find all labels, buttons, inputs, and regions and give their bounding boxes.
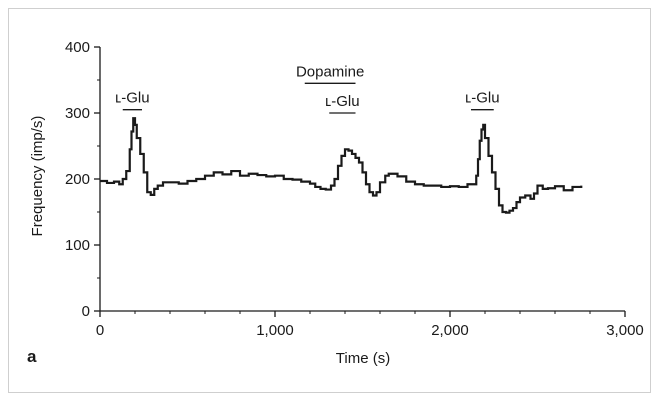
y-tick-label: 400 — [65, 39, 90, 56]
annotation-label: ʟ-Glu — [465, 90, 499, 107]
x-tick-label: 0 — [96, 322, 104, 339]
figure-frame — [8, 8, 651, 393]
annotations: ʟ-Glu Dopamine ʟ-Glu ʟ-Glu — [115, 63, 500, 114]
x-axis-title: Time (s) — [336, 350, 390, 367]
axes — [99, 47, 625, 312]
y-axis-title: Frequency (imp/s) — [29, 116, 46, 237]
annotation-label: Dopamine — [296, 63, 364, 80]
x-ticks: 0 1,000 2,000 3,000 — [96, 311, 644, 339]
series — [100, 117, 583, 214]
series-line — [100, 117, 583, 214]
annotation-label: ʟ-Glu — [325, 93, 359, 110]
y-tick-label: 100 — [65, 237, 90, 254]
x-tick-label: 2,000 — [431, 322, 469, 339]
y-tick-label: 300 — [65, 105, 90, 122]
y-ticks: 0 100 200 300 400 — [65, 39, 100, 320]
y-tick-label: 200 — [65, 171, 90, 188]
y-tick-label: 0 — [82, 303, 90, 320]
annotation-label: ʟ-Glu — [115, 90, 149, 107]
panel-label: a — [27, 347, 37, 366]
x-tick-label: 1,000 — [256, 322, 294, 339]
x-tick-label: 3,000 — [606, 322, 644, 339]
